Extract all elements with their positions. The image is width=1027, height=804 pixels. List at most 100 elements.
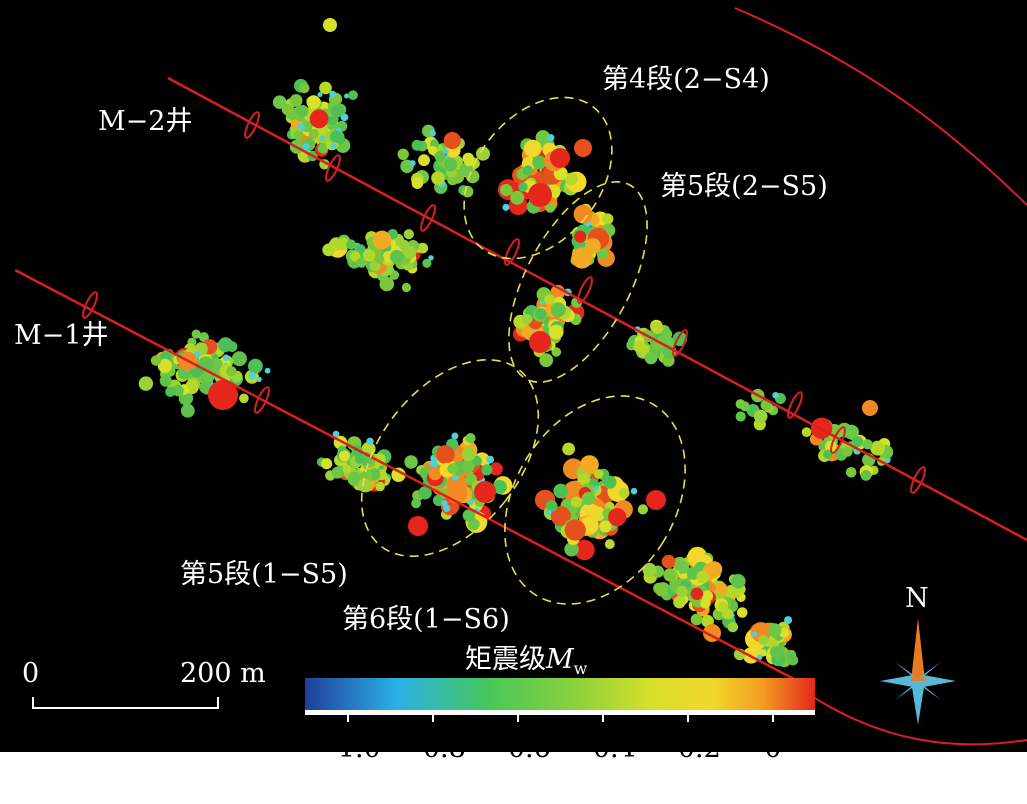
event-sphere	[429, 459, 438, 468]
event-sphere	[845, 467, 857, 478]
event-sphere	[208, 380, 238, 410]
event-sphere	[860, 470, 872, 481]
event-sphere	[650, 321, 664, 335]
event-sphere	[239, 393, 249, 404]
event-sphere	[342, 464, 352, 474]
event-sphere	[655, 585, 667, 597]
event-sphere	[580, 455, 599, 474]
event-sphere	[322, 243, 336, 257]
event-sphere	[319, 81, 332, 95]
event-sphere	[731, 574, 746, 589]
event-sphere	[563, 480, 585, 502]
event-sphere	[411, 177, 424, 189]
event-sphere	[452, 474, 459, 481]
event-sphere	[374, 254, 385, 264]
event-sphere	[842, 446, 853, 457]
event-sphere	[646, 490, 666, 510]
event-sphere	[329, 130, 343, 143]
event-sphere	[870, 440, 885, 456]
event-sphere	[323, 18, 337, 32]
event-sphere	[418, 154, 430, 167]
microseismic-events	[138, 18, 894, 668]
event-sphere	[447, 463, 459, 474]
event-sphere	[663, 568, 677, 582]
event-sphere	[222, 354, 230, 362]
event-sphere	[418, 486, 432, 500]
event-sphere	[231, 351, 247, 367]
event-sphere	[337, 237, 350, 251]
wellbore-m2	[167, 76, 1027, 542]
label-stage-2s5: 第5段(2−S5)	[660, 171, 828, 202]
scale-bar: 0 200 m	[22, 658, 266, 709]
event-sphere	[547, 134, 555, 142]
event-sphere	[585, 238, 601, 254]
label-stage-2s4: 第4段(2−S4)	[602, 64, 770, 95]
colorbar-tick-label: −0.8	[400, 733, 466, 764]
ellipse-1s5	[360, 358, 540, 558]
event-sphere	[428, 466, 442, 481]
event-sphere	[355, 454, 365, 464]
north-arrow: N	[880, 583, 956, 725]
event-sphere	[521, 314, 533, 325]
event-sphere	[332, 430, 340, 438]
event-sphere	[529, 331, 551, 353]
colorbar-tick-label: −0.6	[485, 733, 551, 764]
event-sphere	[357, 478, 372, 493]
event-sphere	[428, 255, 434, 261]
event-sphere	[661, 554, 676, 569]
colorbar: 矩震级Mw	[305, 644, 815, 715]
event-sphere	[676, 560, 688, 571]
event-sphere	[518, 182, 528, 192]
event-sphere	[178, 391, 194, 406]
event-sphere	[753, 409, 768, 424]
event-sphere	[756, 654, 763, 660]
event-sphere	[564, 542, 579, 557]
colorbar-ticks: −1.0 −0.8 −0.6 −0.4 −0.2 0	[315, 733, 781, 764]
event-sphere	[317, 143, 329, 154]
event-sphere	[581, 491, 596, 505]
event-sphere	[619, 487, 630, 499]
event-sphere	[476, 146, 490, 161]
event-sphere	[644, 351, 658, 365]
event-sphere	[435, 445, 455, 464]
event-sphere	[165, 386, 176, 397]
event-sphere	[608, 507, 627, 527]
event-sphere	[522, 165, 533, 176]
event-sphere	[740, 401, 750, 412]
event-sphere	[548, 324, 564, 340]
event-sphere	[771, 647, 785, 661]
event-sphere	[690, 613, 703, 626]
event-sphere	[397, 148, 409, 160]
label-stage-1s6: 第6段(1−S6)	[342, 604, 510, 635]
event-sphere	[348, 90, 358, 101]
event-sphere	[535, 130, 551, 145]
event-sphere	[736, 607, 748, 618]
label-stage-1s5: 第5段(1−S5)	[180, 559, 348, 590]
event-sphere	[633, 340, 646, 353]
event-sphere	[398, 239, 410, 251]
event-sphere	[502, 203, 510, 211]
event-sphere	[567, 174, 578, 185]
event-sphere	[264, 367, 271, 374]
event-sphere	[574, 139, 592, 157]
tick-strip	[0, 752, 1027, 800]
event-sphere	[593, 469, 604, 479]
event-sphere	[390, 249, 404, 264]
event-sphere	[248, 372, 256, 380]
ellipse-1s6	[504, 395, 686, 605]
wellbore-m1	[14, 268, 816, 692]
event-sphere	[801, 427, 812, 438]
event-sphere	[356, 257, 367, 268]
event-sphere	[523, 139, 542, 158]
event-sphere	[461, 185, 474, 198]
event-sphere	[573, 204, 593, 224]
event-sphere	[446, 482, 468, 504]
label-well-m1: M−1井	[14, 320, 108, 351]
event-sphere	[442, 504, 451, 512]
event-sphere	[429, 130, 436, 137]
event-sphere	[717, 601, 728, 613]
event-sphere	[194, 350, 201, 358]
event-sphere	[545, 500, 558, 512]
colorbar-tick-label: −0.4	[570, 733, 636, 764]
